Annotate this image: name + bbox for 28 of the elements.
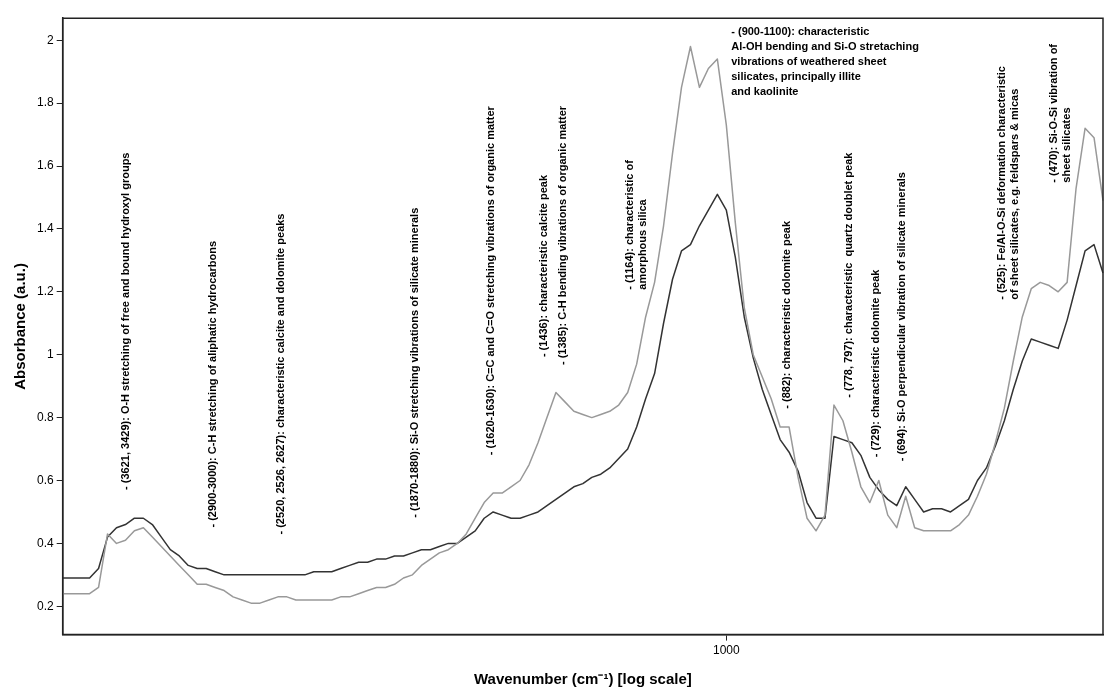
annotation: - (1870-1880): Si-O stretching vibrations of silicate minerals <box>408 207 421 518</box>
y-tick-label: 1.4 <box>36 221 54 236</box>
annotation: - (900-1100): characteristic Al-OH bending and Si-O stretaching vibrations of weathered sheet silicates, principally illite and kaolinite <box>731 24 919 97</box>
annotation: - (470): Si-O-Si vibration of sheet silicates <box>1047 43 1073 183</box>
annotation: - (1436): characteristic calcite peak <box>537 174 550 358</box>
y-tick-label: 1.8 <box>36 95 54 110</box>
y-tick-label: 2 <box>46 32 54 47</box>
annotation: - (694): Si-O perpendicular vibration of silicate minerals <box>895 172 908 462</box>
annotation: - (882): characteristic dolomite peak <box>780 220 793 409</box>
y-tick-label: 0.8 <box>36 409 54 424</box>
annotation: - (3621, 3429): O-H stretching of free and bound hydroxyl groups <box>118 152 131 490</box>
y-tick-label: 1.6 <box>36 158 54 173</box>
annotation: - (1164): characteristic of amorphous silica <box>623 159 649 290</box>
annotation: - (2900-3000): C-H stretching of aliphatic hydrocarbons <box>205 240 218 528</box>
annotation: - (729): characteristic dolomite peak <box>869 268 882 458</box>
y-tick-label: 0.6 <box>36 472 54 487</box>
y-tick-label: 1 <box>46 347 54 362</box>
annotation: - (1620-1630): C=C and C=O stretching vibrations of organic matter <box>484 105 497 456</box>
y-axis-title: Absorbance (a.u.) <box>11 263 29 390</box>
annotation: - (778, 797): characteristic quartz doublet peak <box>842 151 855 398</box>
x-axis-title: Wavenumber (cm⁻¹) [log scale] <box>473 670 692 688</box>
y-tick-label: 0.2 <box>36 598 54 613</box>
x-tick-label: 1000 <box>712 643 740 658</box>
annotation: - (2520, 2526, 2627): characteristic calcite and dolomite peaks <box>273 213 286 535</box>
annotation: - (525): Fe/Al-O-Si deformation characteristic of sheet silicates, e.g. feldspars & micas <box>995 66 1021 300</box>
y-tick-label: 0.4 <box>36 535 54 550</box>
y-tick-label: 1.2 <box>36 284 54 299</box>
annotation: - (1385): C-H bending vibrations of organic matter <box>556 105 569 366</box>
